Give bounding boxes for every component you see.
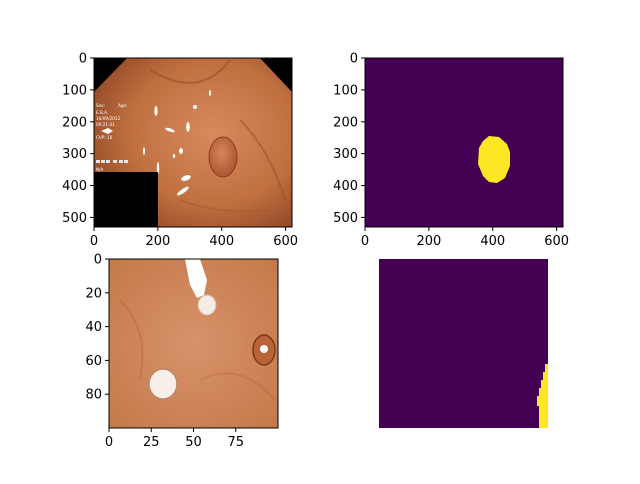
highlight-mid	[198, 295, 216, 315]
x-tick-label: 200	[145, 234, 170, 249]
y-tick-label: 80	[85, 388, 102, 403]
x-tick-label: 75	[227, 435, 244, 450]
mask-background	[365, 58, 563, 227]
small-lesion-highlight	[260, 345, 268, 353]
x-tick-label: 25	[143, 435, 160, 450]
y-tick-label: 100	[62, 83, 87, 98]
panel-mask-crop	[379, 259, 548, 428]
y-tick-label: 0	[94, 253, 102, 268]
overlay-line: N/A	[96, 167, 104, 172]
mask-crop-background	[379, 259, 548, 428]
overlay-line: CVP: 10	[96, 135, 113, 140]
y-tick-label: 400	[333, 179, 358, 194]
overlay-line: 09:21:41	[96, 122, 115, 127]
x-tick-label: 0	[90, 234, 98, 249]
y-tick-label: 300	[62, 147, 87, 162]
x-tick-label: 400	[480, 234, 505, 249]
masked-corner	[94, 172, 158, 227]
highlight-bottom	[149, 369, 177, 399]
overlay-line: E.B.A.	[96, 110, 108, 115]
y-tick-label: 500	[333, 211, 358, 226]
y-tick-label: 20	[85, 286, 102, 301]
y-tick-label: 0	[350, 52, 358, 67]
y-tick-label: 100	[333, 83, 358, 98]
overlay-line: 16/09/2012	[96, 116, 120, 121]
y-tick-label: 40	[85, 320, 102, 335]
x-tick-label: 600	[544, 234, 569, 249]
panel-endoscopy-frame: Sex: Age: E.B.A. 16/09/2012 09:21:41 CVP…	[62, 52, 298, 250]
x-tick-label: 400	[209, 234, 234, 249]
overlay-line: Sex:	[96, 103, 105, 108]
panel-image-crop: 0 25 50 75 0 20 40 60 80	[85, 253, 278, 451]
y-tick-label: 200	[62, 115, 87, 130]
x-tick-label: 50	[185, 435, 202, 450]
x-tick-label: 600	[273, 234, 298, 249]
y-tick-label: 500	[62, 211, 87, 226]
y-tick-label: 400	[62, 179, 87, 194]
endoscopy-image: Sex: Age: E.B.A. 16/09/2012 09:21:41 CVP…	[94, 58, 292, 227]
x-tick-label: 0	[105, 435, 113, 450]
polyp-region	[209, 137, 237, 177]
overlay-line: Age:	[118, 103, 128, 108]
y-tick-label: 200	[333, 115, 358, 130]
x-tick-label: 0	[361, 234, 369, 249]
crop-image	[109, 259, 278, 428]
panel-segmentation-mask: 0 200 400 600 0 100 200 300 400 500	[333, 52, 569, 250]
x-tick-label: 200	[416, 234, 441, 249]
y-tick-label: 60	[85, 354, 102, 369]
y-tick-label: 300	[333, 147, 358, 162]
y-tick-label: 0	[79, 52, 87, 67]
